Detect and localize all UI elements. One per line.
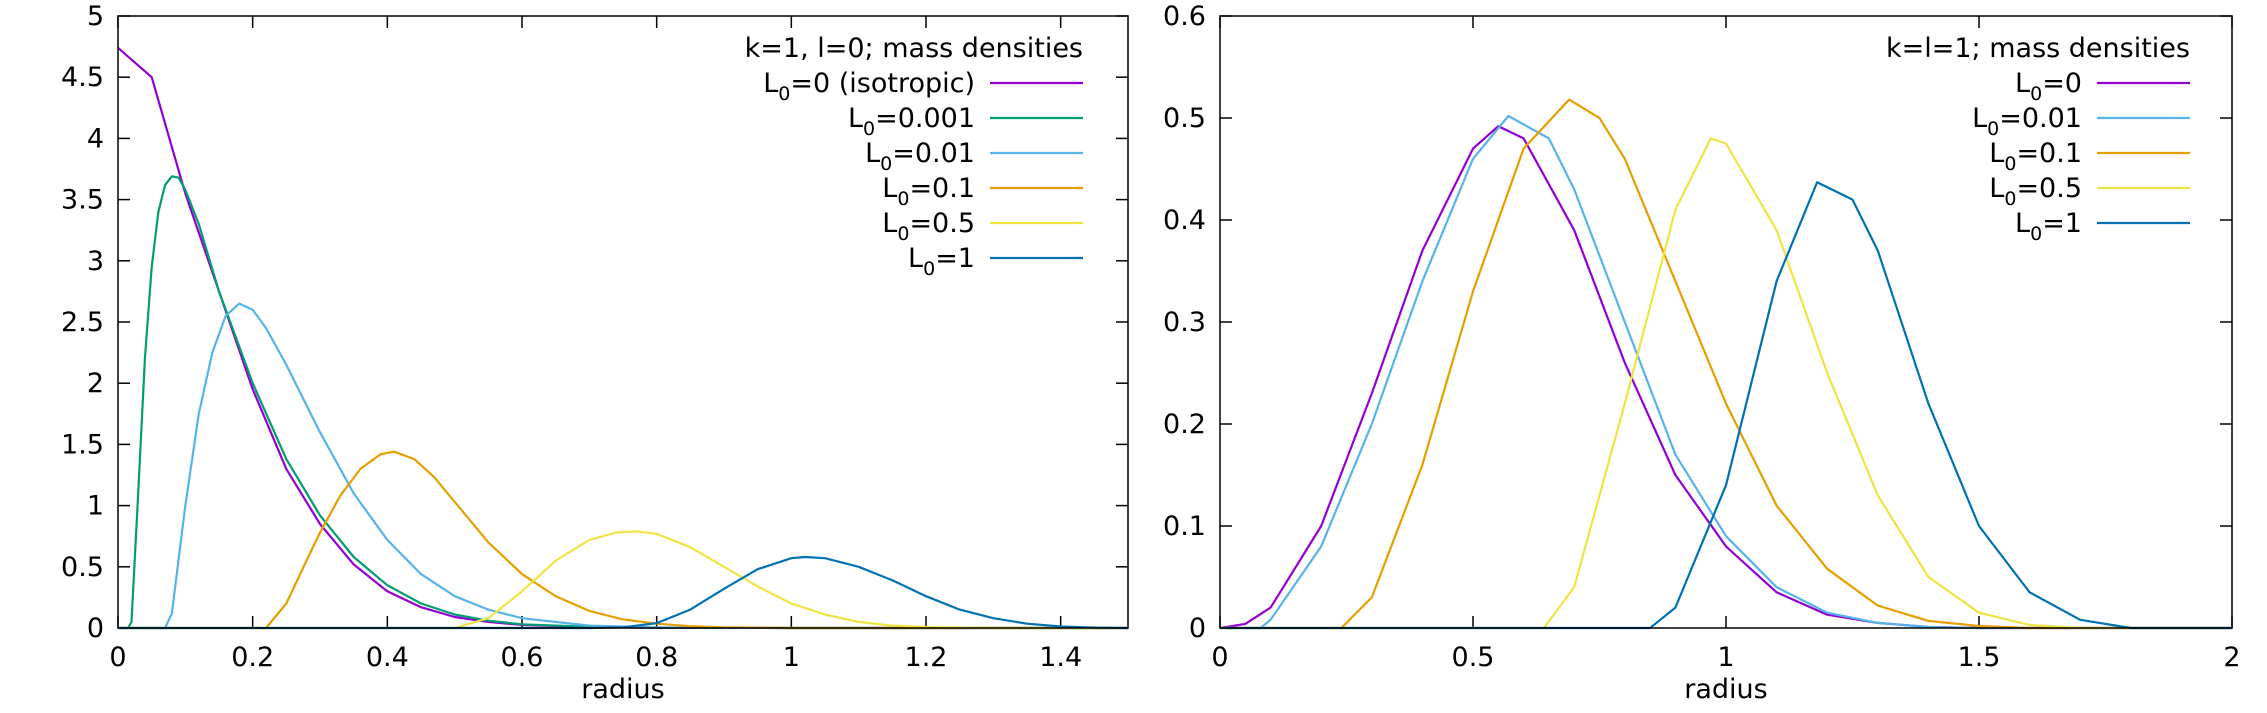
series-line-6 [118, 555, 1129, 630]
x-tick-label: 0.5 [1452, 642, 1495, 673]
legend-label-subscript: 0 [863, 118, 875, 140]
legend-label-subscript: 0 [897, 223, 909, 245]
legend-label-rest: =0.5 [909, 208, 975, 239]
legend-entry-label: L0=0 (isotropic) [763, 68, 975, 105]
legend-label-main: L [1989, 173, 2004, 204]
series-line-3 [118, 302, 1128, 630]
x-axis-label: radius [581, 674, 664, 705]
series-line-4 [118, 450, 1128, 630]
x-tick-label: 0.8 [635, 642, 678, 673]
legend-label-rest: =0.01 [1999, 103, 2082, 134]
legend-title: k=l=1; mass densities [1886, 33, 2190, 64]
x-tick-label: 0.2 [231, 642, 274, 673]
legend-entry-label: L0=0.5 [882, 208, 975, 245]
legend-label-main: L [2015, 68, 2030, 99]
legend-label-main: L [908, 243, 923, 274]
legend-label-rest: =0.001 [875, 103, 975, 134]
y-tick-label: 4 [87, 123, 104, 154]
y-tick-label: 0.1 [1163, 511, 1206, 542]
x-tick-label: 1.5 [1958, 642, 2001, 673]
legend-label-rest: =0 (isotropic) [790, 68, 975, 99]
legend-label-subscript: 0 [923, 258, 935, 280]
y-tick-label: 3.5 [61, 185, 104, 216]
legend-label-main: L [1989, 138, 2004, 169]
legend-title: k=1, l=0; mass densities [745, 33, 1083, 64]
y-tick-label: 0.6 [1163, 1, 1206, 32]
y-tick-label: 0.4 [1163, 205, 1206, 236]
legend: k=l=1; mass densitiesL0=0L0=0.01L0=0.1L0… [1886, 33, 2190, 245]
y-tick-label: 1 [87, 491, 104, 522]
y-tick-label: 2.5 [61, 307, 104, 338]
y-tick-label: 0 [87, 613, 104, 644]
legend-label-subscript: 0 [1987, 118, 1999, 140]
legend-entry-label: L0=1 [908, 243, 975, 280]
legend-entry-label: L0=0.1 [882, 173, 975, 210]
legend-entry-label: L0=0.5 [1989, 173, 2082, 210]
legend-label-rest: =1 [2042, 208, 2082, 239]
legend-label-main: L [865, 138, 880, 169]
y-tick-label: 0.5 [61, 552, 104, 583]
legend-label-rest: =0 [2042, 68, 2082, 99]
legend-label-main: L [2015, 208, 2030, 239]
legend-entry-label: L0=0.01 [865, 138, 975, 175]
plot-frame [1219, 15, 2233, 629]
legend-label-subscript: 0 [2030, 223, 2042, 245]
y-tick-label: 5 [87, 1, 104, 32]
x-tick-label: 0.6 [501, 642, 544, 673]
x-tick-label: 1.4 [1039, 642, 1082, 673]
y-tick-label: 0.5 [1163, 103, 1206, 134]
plot-frame [117, 15, 1129, 629]
x-tick-label: 0 [109, 642, 126, 673]
x-axis-label: radius [1684, 674, 1767, 705]
y-tick-label: 0 [1189, 613, 1206, 644]
legend-label-subscript: 0 [2030, 83, 2042, 105]
series-line-3 [1220, 98, 2232, 630]
legend-entry-label: L0=1 [2015, 208, 2082, 245]
legend-entry-label: L0=0 [2015, 68, 2082, 105]
legend-label-main: L [882, 173, 897, 204]
series-line-2 [118, 175, 1128, 630]
chart-panel-1: 0 0.5 1 1.5 2 2.5 3 3.5 4 4.5 5 0 0.2 0.4 0.6 0.8 1 1.2 1.… [61, 1, 1129, 705]
x-tick-label: 0.4 [366, 642, 409, 673]
y-tick-label: 2 [87, 368, 104, 399]
x-tick-label: 1.2 [905, 642, 948, 673]
legend-label-rest: =0.1 [909, 173, 975, 204]
legend-entry-label: L0=0.01 [1972, 103, 2082, 140]
legend-label-rest: =0.5 [2016, 173, 2082, 204]
legend-label-main: L [848, 103, 863, 134]
legend-label-main: L [882, 208, 897, 239]
series-line-4 [1220, 137, 2232, 630]
legend-label-subscript: 0 [897, 188, 909, 210]
legend-label-subscript: 0 [778, 83, 790, 105]
legend-entry-label: L0=0.001 [848, 103, 975, 140]
legend-label-subscript: 0 [880, 153, 892, 175]
chart-panel-2: 0 0.1 0.2 0.3 0.4 0.5 0.6 0 0.5 1 1.5 2 radius k=l=1;… [1163, 1, 2241, 705]
series-line-5 [118, 530, 1128, 630]
legend-label-rest: =0.01 [892, 138, 975, 169]
legend-label-rest: =1 [935, 243, 975, 274]
x-tick-label: 0 [1211, 642, 1228, 673]
x-tick-label: 2 [2223, 642, 2240, 673]
series-line-2 [1220, 114, 2232, 630]
x-tick-label: 1 [783, 642, 800, 673]
legend-label-main: L [1972, 103, 1987, 134]
y-tick-label: 3 [87, 246, 104, 277]
legend-label-rest: =0.1 [2016, 138, 2082, 169]
y-tick-label: 4.5 [61, 62, 104, 93]
y-tick-label: 0.3 [1163, 307, 1206, 338]
legend-label-subscript: 0 [2004, 188, 2016, 210]
y-tick-label: 1.5 [61, 429, 104, 460]
legend-label-subscript: 0 [2004, 153, 2016, 175]
series-line-1 [117, 46, 1128, 630]
series-line-5 [1220, 181, 2232, 630]
legend-label-main: L [763, 68, 778, 99]
legend-entry-label: L0=0.1 [1989, 138, 2082, 175]
y-tick-label: 0.2 [1163, 409, 1206, 440]
x-tick-label: 1 [1717, 642, 1734, 673]
